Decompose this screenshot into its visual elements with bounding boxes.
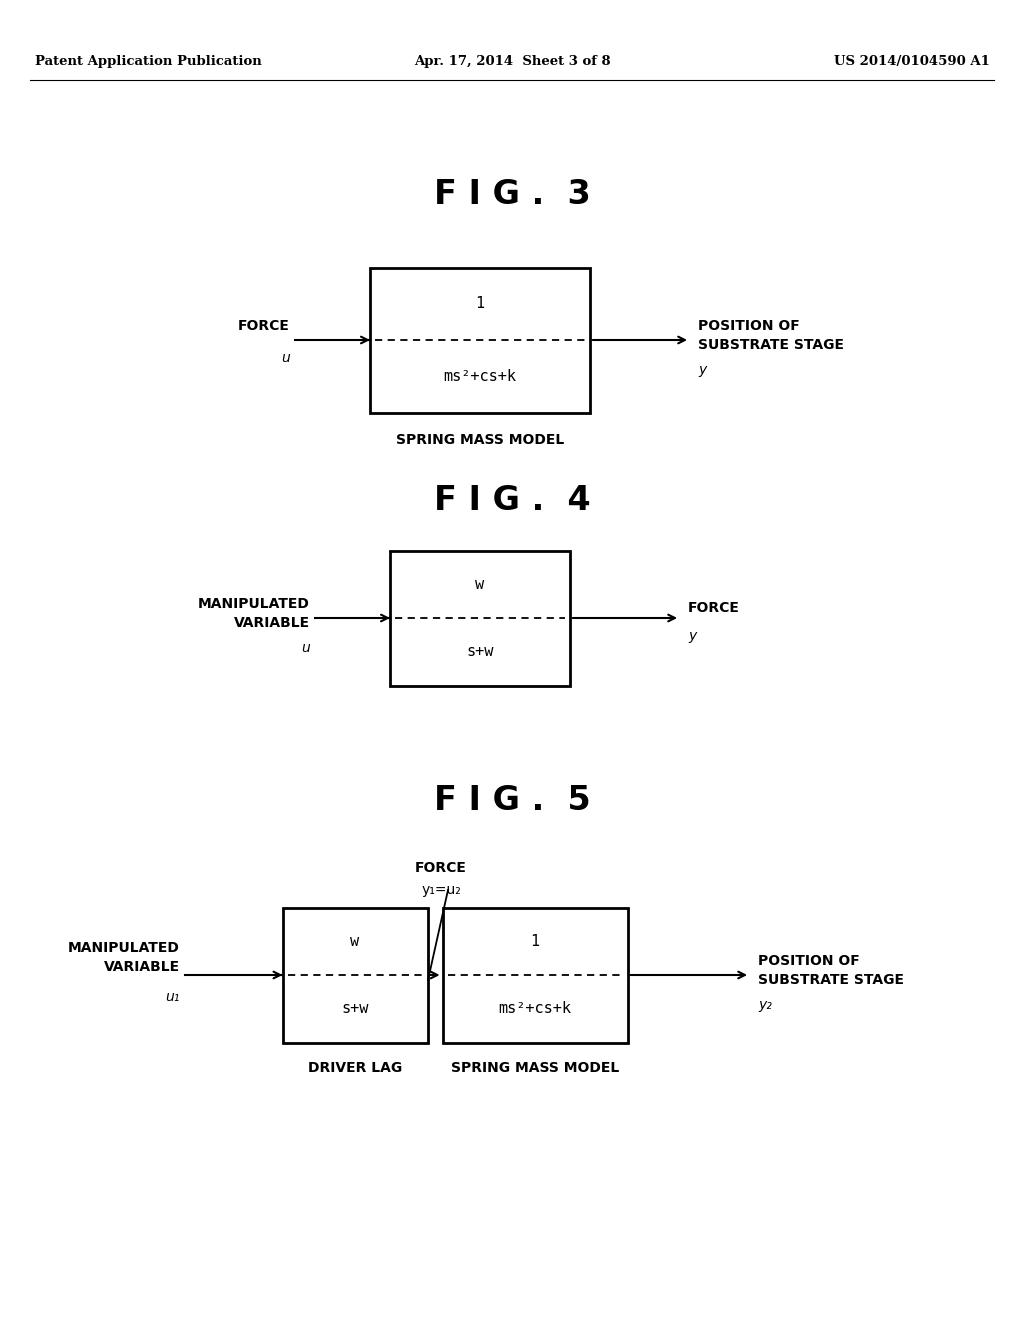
Text: SUBSTRATE STAGE: SUBSTRATE STAGE (698, 338, 844, 352)
Bar (370, 268, 590, 412)
Text: SUBSTRATE STAGE: SUBSTRATE STAGE (758, 973, 904, 987)
Text: ms²+cs+k: ms²+cs+k (443, 368, 516, 384)
Text: y₁=u₂: y₁=u₂ (421, 883, 461, 898)
Bar (442, 908, 628, 1043)
Text: s+w: s+w (341, 1002, 369, 1016)
Text: F I G .  3: F I G . 3 (433, 178, 591, 211)
Text: FORCE: FORCE (688, 601, 740, 615)
Text: Apr. 17, 2014  Sheet 3 of 8: Apr. 17, 2014 Sheet 3 of 8 (414, 55, 610, 69)
Text: F I G .  5: F I G . 5 (433, 784, 591, 817)
Text: MANIPULATED: MANIPULATED (69, 941, 180, 954)
Bar (390, 550, 570, 685)
Text: VARIABLE: VARIABLE (233, 616, 310, 630)
Text: US 2014/0104590 A1: US 2014/0104590 A1 (835, 55, 990, 69)
Text: y: y (698, 363, 707, 378)
Text: 1: 1 (530, 933, 540, 949)
Text: SPRING MASS MODEL: SPRING MASS MODEL (451, 1060, 620, 1074)
Text: POSITION OF: POSITION OF (698, 319, 800, 333)
Text: y₂: y₂ (758, 998, 772, 1012)
Text: DRIVER LAG: DRIVER LAG (308, 1060, 402, 1074)
Text: VARIABLE: VARIABLE (103, 960, 180, 974)
Text: u₁: u₁ (166, 990, 180, 1005)
Text: MANIPULATED: MANIPULATED (198, 597, 310, 611)
Text: FORCE: FORCE (415, 861, 467, 875)
Text: SPRING MASS MODEL: SPRING MASS MODEL (396, 433, 564, 446)
Text: F I G .  4: F I G . 4 (434, 483, 590, 516)
Bar (283, 908, 427, 1043)
Text: 1: 1 (475, 296, 484, 312)
Text: s+w: s+w (466, 644, 494, 659)
Text: u: u (301, 642, 310, 655)
Text: POSITION OF: POSITION OF (758, 954, 860, 968)
Text: FORCE: FORCE (239, 319, 290, 333)
Text: u: u (282, 351, 290, 366)
Text: w: w (475, 577, 484, 591)
Text: w: w (350, 933, 359, 949)
Text: Patent Application Publication: Patent Application Publication (35, 55, 262, 69)
Text: y: y (688, 630, 696, 643)
Text: ms²+cs+k: ms²+cs+k (499, 1002, 571, 1016)
